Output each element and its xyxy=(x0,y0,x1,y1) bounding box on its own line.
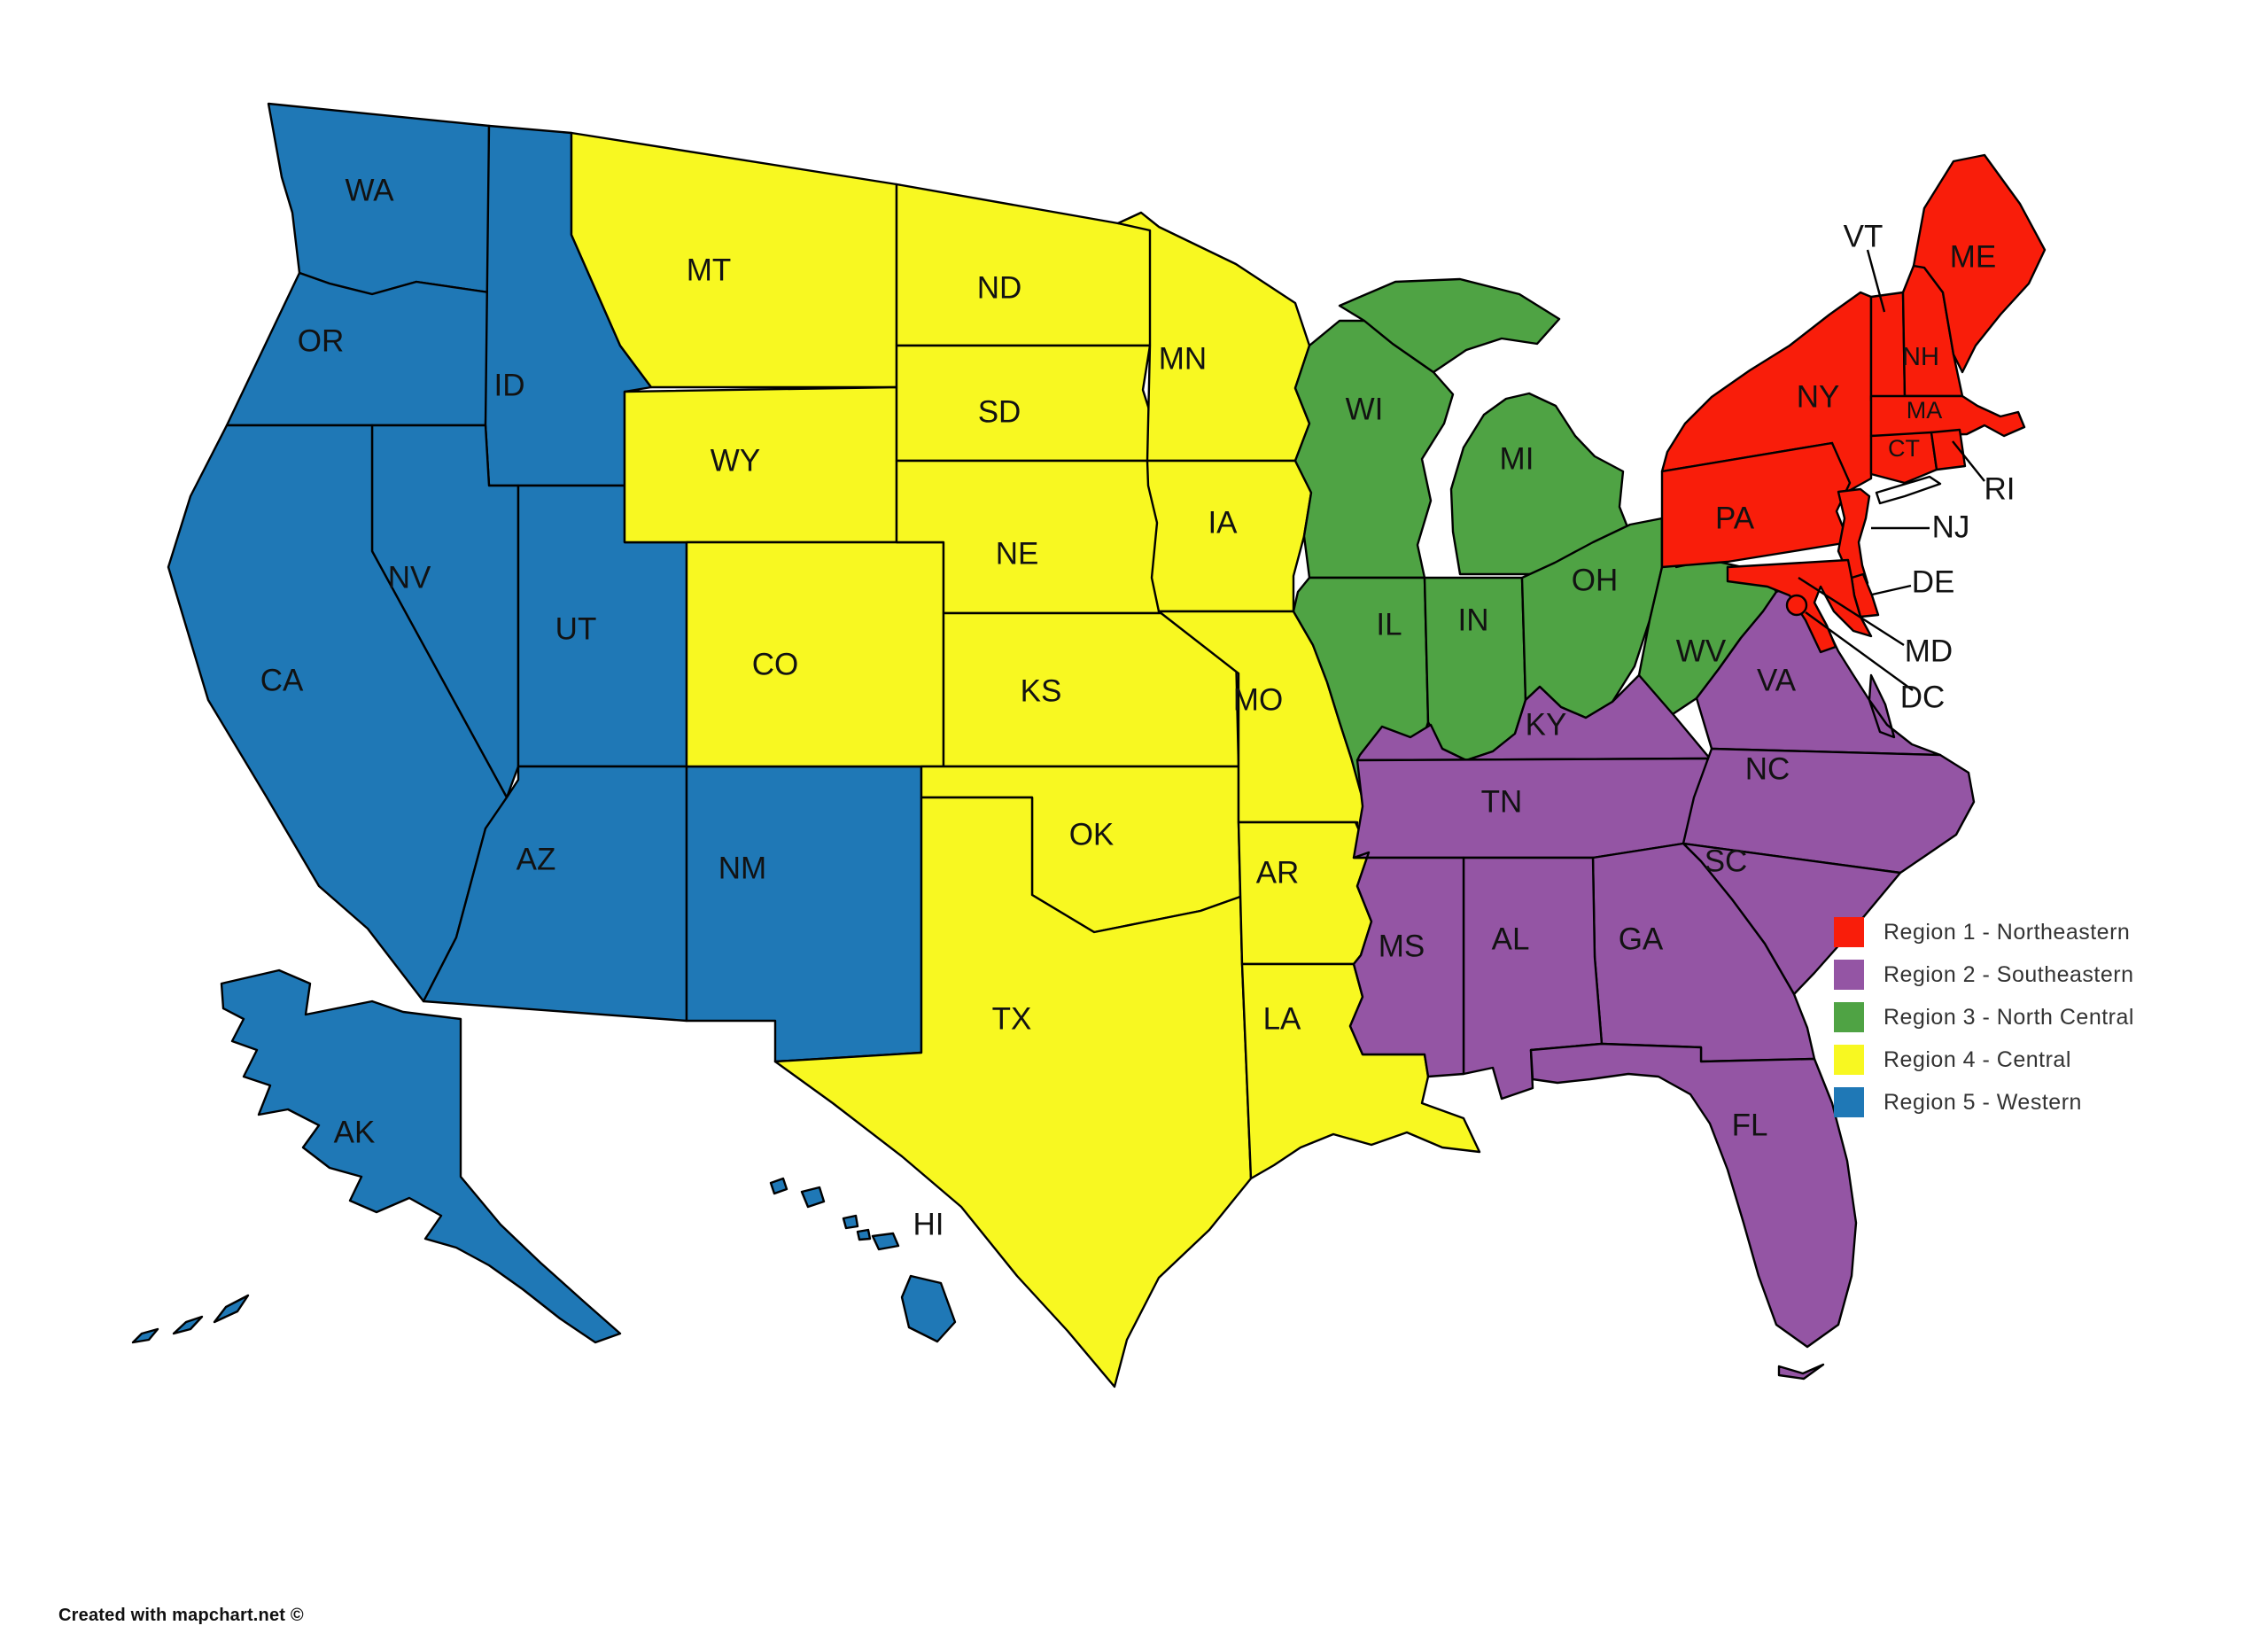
legend-swatch-region1 xyxy=(1834,917,1864,947)
legend-label-region4: Region 4 - Central xyxy=(1884,1046,2071,1072)
state-dc-marker[interactable] xyxy=(1785,594,1808,617)
state-vt[interactable] xyxy=(1869,291,1907,402)
state-label-md: MD xyxy=(1905,634,1953,669)
state-ar[interactable] xyxy=(1237,821,1373,966)
state-or[interactable] xyxy=(225,271,491,427)
legend-label-region1: Region 1 - Northeastern xyxy=(1884,919,2131,945)
legend-label-region2: Region 2 - Southeastern xyxy=(1884,961,2134,987)
states-layer xyxy=(131,102,2047,1388)
state-label-ri: RI xyxy=(1984,472,2016,507)
state-co[interactable] xyxy=(685,541,945,768)
leader-line-md xyxy=(1798,576,1905,647)
state-ct[interactable] xyxy=(1869,431,1938,485)
state-ak[interactable] xyxy=(131,968,622,1344)
legend-row-region4: Region 4 - Central xyxy=(1834,1038,2134,1081)
state-nc[interactable] xyxy=(1682,747,1976,875)
state-hi[interactable] xyxy=(769,1177,957,1343)
legend-label-region5: Region 5 - Western xyxy=(1884,1089,2082,1115)
state-ia[interactable] xyxy=(1146,459,1313,613)
leader-line-vt xyxy=(1866,249,1886,313)
legend-row-region1: Region 1 - Northeastern xyxy=(1834,911,2134,953)
state-sd[interactable] xyxy=(895,344,1155,463)
leader-line-dc xyxy=(1805,611,1914,691)
legend-row-region5: Region 5 - Western xyxy=(1834,1081,2134,1124)
legend-swatch-region4 xyxy=(1834,1045,1864,1075)
state-ca[interactable] xyxy=(167,424,509,1003)
state-tx[interactable] xyxy=(773,796,1253,1388)
state-in[interactable] xyxy=(1423,576,1527,762)
state-label-vt: VT xyxy=(1844,220,1884,254)
map-legend: Region 1 - Northeastern Region 2 - South… xyxy=(1834,911,2134,1124)
state-label-nj: NJ xyxy=(1932,510,1970,545)
state-ky[interactable] xyxy=(1355,673,1712,762)
annotations-layer xyxy=(1785,249,1985,691)
state-nm[interactable] xyxy=(685,765,923,1063)
legend-swatch-region5 xyxy=(1834,1087,1864,1117)
state-tn[interactable] xyxy=(1352,757,1712,860)
leader-line-ri xyxy=(1952,440,1985,482)
state-ms[interactable] xyxy=(1348,851,1465,1078)
state-wy[interactable] xyxy=(623,385,898,544)
legend-label-region3: Region 3 - North Central xyxy=(1884,1004,2134,1030)
state-wa[interactable] xyxy=(267,102,491,296)
legend-row-region3: Region 3 - North Central xyxy=(1834,996,2134,1038)
long-island-outline[interactable] xyxy=(1875,475,1942,505)
state-ri[interactable] xyxy=(1930,428,1967,471)
leader-line-de xyxy=(1871,584,1912,596)
state-nd[interactable] xyxy=(895,183,1161,347)
state-me[interactable] xyxy=(1912,153,2047,374)
state-label-hi: HI xyxy=(913,1208,944,1242)
legend-row-region2: Region 2 - Southeastern xyxy=(1834,953,2134,996)
legend-swatch-region3 xyxy=(1834,1002,1864,1032)
state-fl[interactable] xyxy=(1529,1042,1858,1381)
state-label-de: DE xyxy=(1912,565,1955,600)
attribution-text: Created with mapchart.net © xyxy=(58,1606,304,1625)
legend-swatch-region2 xyxy=(1834,960,1864,990)
